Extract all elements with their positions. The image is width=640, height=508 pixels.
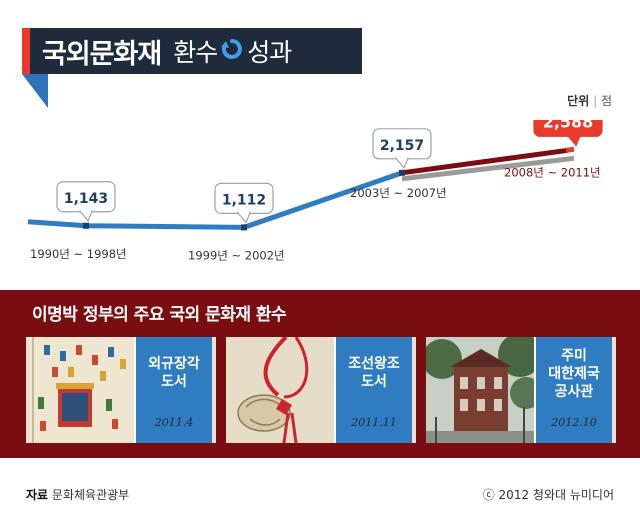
series-tip [565,146,575,153]
source-note: 자료 문화체육관광부 [26,486,129,503]
category-label: 1999년 ~ 2002년 [188,248,285,262]
unit-label: 단위 | 점 [567,94,612,108]
ribbon-fold [22,74,48,108]
data-label-callout [372,128,432,169]
unit-key: 단위 [567,94,590,108]
line-chart: 1,143 1990년 ~ 1998년 1,112 1999년 ~ 2002년 2,15… [27,120,603,262]
title-sub-return: 환수 [173,38,218,67]
item-name-line3: 공사관 [554,384,594,400]
category-label: 1990년 ~ 1998년 [30,247,127,261]
item-card-joseon-dynasty-books: 조선왕조 도서 2011.11 [226,337,416,443]
seal-knot-image [226,337,334,443]
data-point [83,222,89,229]
item-name-line2: 대한제국 [548,366,600,382]
item-card-legation-building: 주미 대한제국 공사관 2012.10 [426,337,616,443]
category-label: 2003년 ~ 2007년 [350,186,447,200]
category-label: 2008년 ~ 2011년 [504,165,601,179]
item-label: 주미 대한제국 공사관 2012.10 [536,337,612,443]
item-name-line2: 도서 [361,374,387,390]
data-label-callout [214,182,274,224]
series-shadow-segment [401,155,575,182]
item-date: 2012.10 [551,416,597,429]
item-label: 외규장각 도서 2011.4 [136,337,212,443]
data-label-callout [56,181,116,222]
item-date: 2011.4 [154,416,194,429]
item-name-line1: 외규장각 [148,356,200,372]
copyright: ⓒ 2012 청와대 뉴미디어 [482,488,614,502]
source-label: 자료 [26,488,49,502]
series-last-segment [401,147,569,176]
page-title: 국외문화재 [42,38,162,70]
data-point [241,224,247,231]
data-label: 1,143 [64,191,108,207]
item-name-line1: 주미 [561,348,587,364]
unit-value: 점 [600,94,612,108]
data-label-callout [533,120,603,147]
data-label: 1,112 [222,192,266,208]
item-name-line2: 도서 [161,374,187,390]
item-label: 조선왕조 도서 2011.11 [336,337,412,443]
title-sub-result: 성과 [247,38,292,67]
data-label: 2,157 [380,138,424,154]
circular-arrow-icon [221,38,243,64]
item-date: 2011.11 [351,416,397,429]
data-point [399,169,405,176]
title-box: 국외문화재 환수 성과 [22,28,362,74]
royal-book-image [26,337,134,443]
item-card-oegyujanggak: 외규장각 도서 2011.4 [26,337,216,443]
data-label: 2,588 [543,120,594,131]
item-name-line1: 조선왕조 [348,356,400,372]
source-value: 문화체육관광부 [51,488,130,502]
series-line [27,170,403,230]
legation-building-image [426,337,542,443]
section-title: 이명박 정부의 주요 국외 문화재 환수 [32,305,287,325]
